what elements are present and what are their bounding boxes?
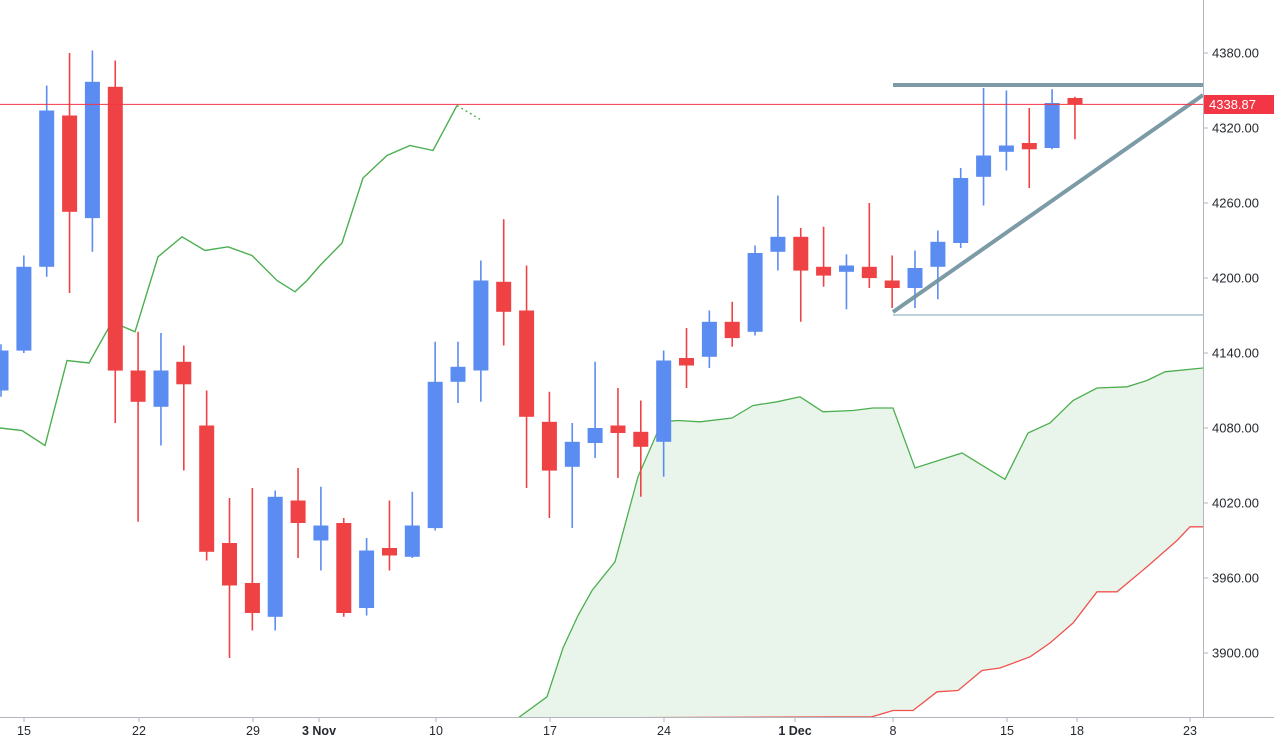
x-axis-label: 3 Nov	[301, 724, 337, 738]
x-axis-label: 29	[246, 724, 260, 738]
y-axis-label: 4320.00	[1212, 120, 1259, 136]
candle[interactable]	[107, 60, 123, 424]
y-axis-label: 4140.00	[1212, 345, 1259, 361]
candle[interactable]	[473, 260, 489, 402]
candle[interactable]	[679, 328, 694, 388]
candle[interactable]	[16, 255, 32, 354]
x-axis-label: 17	[543, 724, 557, 738]
y-axis-label: 4020.00	[1212, 495, 1259, 511]
candle[interactable]	[1067, 96, 1083, 140]
x-axis-label: 10	[429, 724, 443, 738]
candle[interactable]	[0, 344, 9, 397]
candle[interactable]	[244, 488, 260, 631]
candle[interactable]	[770, 195, 786, 271]
candle[interactable]	[519, 265, 535, 489]
candle[interactable]	[404, 491, 420, 558]
candle[interactable]	[587, 361, 603, 458]
candle[interactable]	[336, 518, 352, 617]
y-axis-label: 4080.00	[1212, 420, 1259, 436]
candle[interactable]	[450, 341, 466, 403]
x-axis-label: 15	[17, 724, 31, 738]
candle[interactable]	[861, 203, 877, 288]
x-axis-label: 8	[889, 724, 897, 738]
plot-area[interactable]	[0, 50, 1206, 719]
candle[interactable]	[382, 500, 397, 571]
candle[interactable]	[884, 255, 900, 309]
candle[interactable]	[656, 350, 672, 477]
candle[interactable]	[633, 400, 649, 497]
y-axis-label: 4380.00	[1212, 45, 1259, 61]
x-axis-label: 22	[132, 724, 146, 738]
candle[interactable]	[496, 219, 512, 346]
candle[interactable]	[953, 168, 969, 248]
x-axis-label: 15	[1000, 724, 1014, 738]
y-axis-label: 3960.00	[1212, 570, 1259, 586]
candle[interactable]	[793, 228, 809, 322]
candle[interactable]	[701, 310, 717, 369]
candle[interactable]	[976, 88, 992, 206]
candle[interactable]	[816, 226, 832, 287]
x-axis-label: 1 Dec	[778, 724, 812, 738]
y-axis-label: 3900.00	[1212, 645, 1259, 661]
candle[interactable]	[199, 390, 215, 561]
candle[interactable]	[1044, 89, 1060, 150]
candle[interactable]	[130, 331, 146, 522]
support-trendline[interactable]	[891, 93, 1203, 314]
candle[interactable]	[930, 230, 946, 300]
candle[interactable]	[427, 341, 443, 531]
y-axis-label: 4260.00	[1212, 195, 1259, 211]
candle[interactable]	[610, 388, 626, 478]
candle[interactable]	[564, 423, 580, 528]
candle[interactable]	[839, 254, 854, 310]
price-axis-border	[1203, 0, 1204, 718]
last-price-label: 4338.87	[1204, 94, 1274, 114]
candle[interactable]	[359, 538, 375, 616]
candle[interactable]	[267, 490, 283, 631]
candle[interactable]	[153, 333, 169, 446]
candle[interactable]	[62, 53, 78, 293]
candle[interactable]	[1021, 108, 1037, 188]
candle[interactable]	[998, 90, 1014, 171]
candle[interactable]	[176, 345, 192, 471]
candle[interactable]	[313, 486, 329, 571]
ichimoku-cloud	[518, 367, 1203, 717]
candle[interactable]	[84, 50, 100, 252]
candle[interactable]	[290, 468, 306, 558]
x-axis-label: 23	[1183, 724, 1197, 738]
y-axis-label: 4200.00	[1212, 270, 1259, 286]
candle[interactable]	[39, 85, 55, 277]
ma-line	[0, 104, 481, 447]
time-axis-border	[0, 717, 1274, 718]
candle[interactable]	[724, 301, 740, 347]
candle[interactable]	[222, 498, 237, 658]
x-axis-label: 18	[1070, 724, 1084, 738]
x-axis-label: 24	[657, 724, 671, 738]
candle[interactable]	[747, 245, 763, 336]
candle[interactable]	[541, 391, 557, 518]
